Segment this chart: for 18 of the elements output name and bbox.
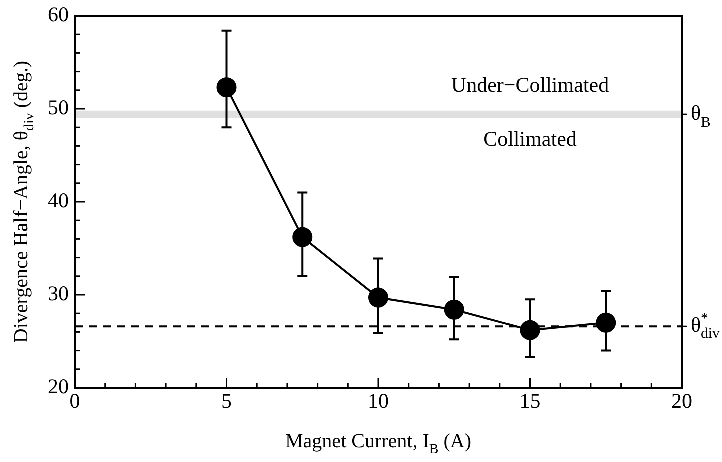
- annotation: Collimated: [484, 127, 578, 152]
- annotation: Under−Collimated: [451, 73, 610, 98]
- x-tick-label: 5: [222, 389, 232, 414]
- x-tick-label: 20: [672, 389, 692, 414]
- y-tick-label: 40: [48, 188, 69, 213]
- point: [368, 288, 388, 308]
- x-tick-label: 15: [520, 389, 541, 414]
- point: [520, 320, 540, 340]
- y-tick-label: 50: [48, 96, 69, 120]
- x-tick-label: 10: [368, 389, 389, 414]
- y-tick-label: 30: [48, 282, 69, 306]
- point: [444, 300, 464, 320]
- point: [292, 227, 313, 248]
- x-tick-label: 0: [70, 389, 80, 414]
- y-tick-label: 60: [48, 2, 69, 27]
- y-axis-title: Divergence Half−Angle, θdiv (deg.): [10, 60, 38, 344]
- point: [216, 78, 237, 98]
- point: [596, 312, 616, 333]
